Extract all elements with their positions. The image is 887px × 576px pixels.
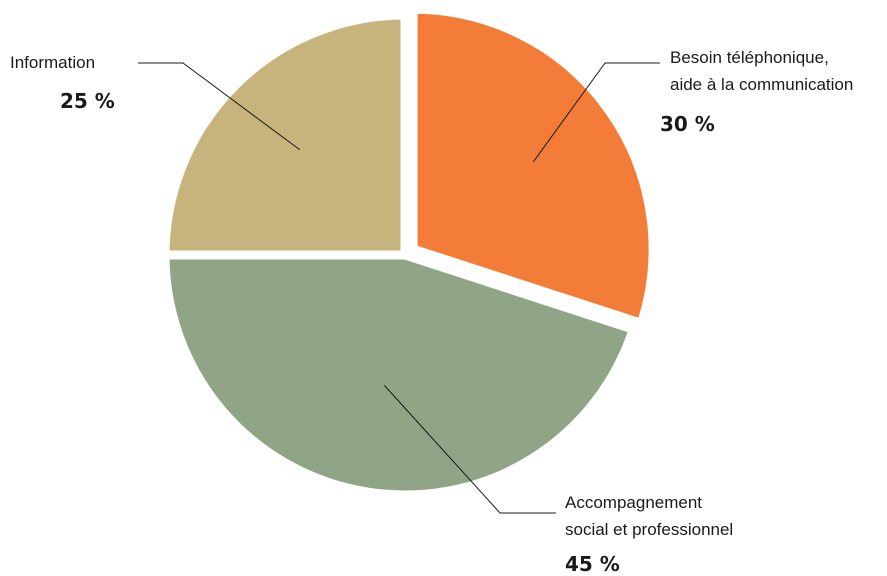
slice-label: aide à la communication <box>670 75 853 94</box>
slice-label: social et professionnel <box>565 520 733 539</box>
slice-value-label: 25 % <box>60 89 115 113</box>
leader-line <box>138 62 301 151</box>
slice-value-label: 45 % <box>565 552 620 576</box>
slice-label: Information <box>10 53 95 72</box>
slice-value-label: 30 % <box>660 112 715 136</box>
leader-line <box>533 62 660 162</box>
slice-label: Accompagnement <box>565 493 702 512</box>
slice-label: Besoin téléphonique, <box>670 48 829 67</box>
leader-line <box>383 385 556 514</box>
pie-slice <box>408 4 658 329</box>
pie-slice <box>160 10 410 260</box>
pie-slice <box>160 250 639 500</box>
